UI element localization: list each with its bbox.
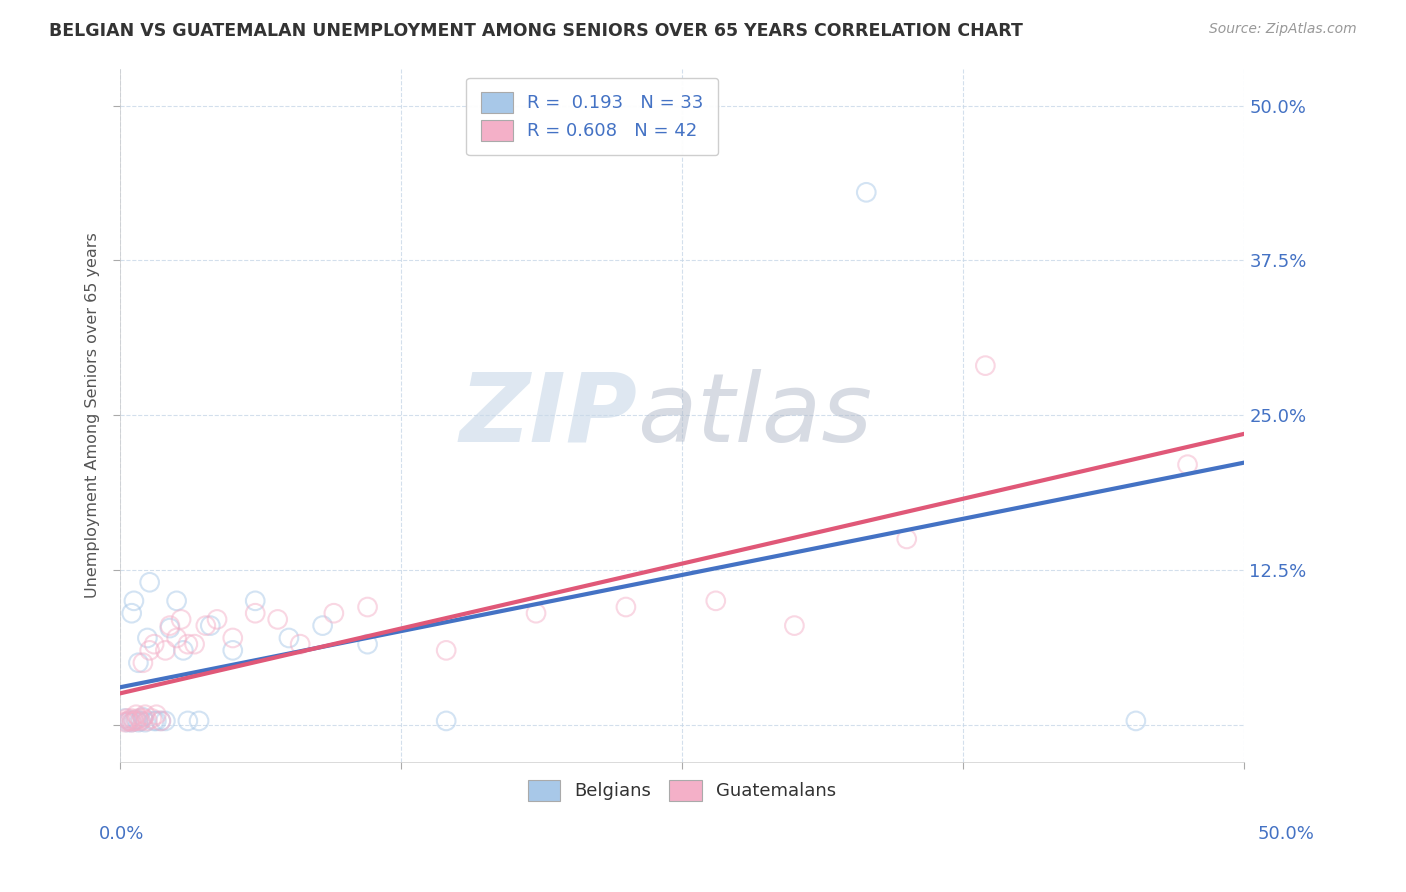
Point	[115, 711, 138, 725]
Point	[122, 714, 145, 728]
Y-axis label: Unemployment Among Seniors over 65 years: Unemployment Among Seniors over 65 years	[86, 232, 100, 598]
Text: Source: ZipAtlas.com: Source: ZipAtlas.com	[1209, 22, 1357, 37]
Point	[122, 714, 145, 728]
Point	[172, 643, 194, 657]
Point	[114, 711, 136, 725]
Point	[143, 714, 166, 728]
Point	[267, 612, 290, 626]
Point	[134, 715, 156, 730]
Point	[155, 714, 177, 728]
Point	[118, 714, 141, 728]
Point	[155, 643, 177, 657]
Point	[121, 715, 143, 730]
Point	[194, 618, 217, 632]
Point	[166, 594, 188, 608]
Point	[141, 711, 163, 725]
Text: 0.0%: 0.0%	[98, 825, 143, 843]
Point	[149, 714, 172, 728]
Point	[122, 594, 145, 608]
Point	[132, 656, 155, 670]
Point	[524, 606, 547, 620]
Point	[311, 618, 333, 632]
Point	[245, 594, 267, 608]
Point	[177, 714, 200, 728]
Point	[125, 714, 148, 728]
Point	[183, 637, 205, 651]
Point	[145, 707, 167, 722]
Point	[121, 606, 143, 620]
Point	[118, 714, 141, 728]
Point	[277, 631, 299, 645]
Point	[138, 643, 160, 657]
Point	[170, 612, 193, 626]
Point	[222, 643, 245, 657]
Point	[121, 715, 143, 730]
Point	[166, 631, 188, 645]
Point	[974, 359, 997, 373]
Point	[127, 711, 149, 725]
Legend: Belgians, Guatemalans: Belgians, Guatemalans	[513, 765, 851, 815]
Text: 50.0%: 50.0%	[1258, 825, 1315, 843]
Point	[129, 714, 152, 728]
Point	[115, 715, 138, 730]
Point	[129, 714, 152, 728]
Point	[127, 715, 149, 730]
Point	[205, 612, 228, 626]
Point	[434, 714, 457, 728]
Point	[143, 637, 166, 651]
Text: ZIP: ZIP	[460, 368, 637, 462]
Point	[121, 711, 143, 725]
Point	[855, 186, 877, 200]
Point	[288, 637, 311, 651]
Text: BELGIAN VS GUATEMALAN UNEMPLOYMENT AMONG SENIORS OVER 65 YEARS CORRELATION CHART: BELGIAN VS GUATEMALAN UNEMPLOYMENT AMONG…	[49, 22, 1024, 40]
Point	[132, 710, 155, 724]
Point	[322, 606, 344, 620]
Point	[245, 606, 267, 620]
Point	[188, 714, 211, 728]
Point	[434, 643, 457, 657]
Point	[125, 707, 148, 722]
Point	[125, 713, 148, 727]
Point	[356, 600, 378, 615]
Point	[896, 532, 918, 546]
Point	[145, 714, 167, 728]
Point	[136, 631, 159, 645]
Text: atlas: atlas	[637, 368, 872, 462]
Point	[132, 711, 155, 725]
Point	[222, 631, 245, 645]
Point	[1177, 458, 1199, 472]
Point	[783, 618, 806, 632]
Point	[149, 714, 172, 728]
Point	[177, 637, 200, 651]
Point	[127, 656, 149, 670]
Point	[159, 621, 181, 635]
Point	[134, 707, 156, 722]
Point	[614, 600, 637, 615]
Point	[200, 618, 222, 632]
Point	[114, 715, 136, 730]
Point	[356, 637, 378, 651]
Point	[115, 714, 138, 728]
Point	[1125, 714, 1147, 728]
Point	[138, 575, 160, 590]
Point	[136, 714, 159, 728]
Point	[704, 594, 727, 608]
Point	[159, 618, 181, 632]
